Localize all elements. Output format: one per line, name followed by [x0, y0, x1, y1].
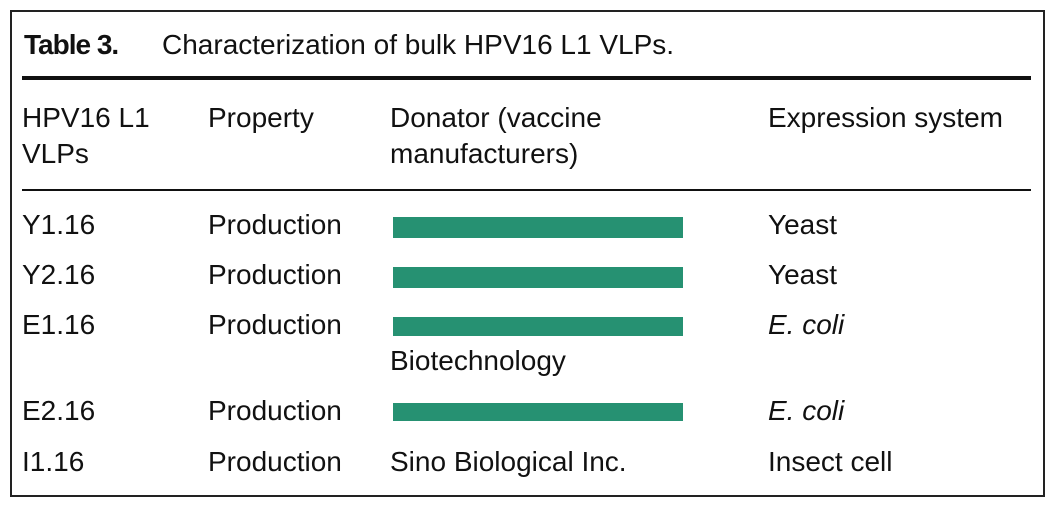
column-header: HPV16 L1 VLPs	[22, 102, 150, 169]
cell: Production	[208, 309, 342, 340]
table-frame	[10, 10, 1045, 497]
cell: E. coli	[768, 309, 845, 340]
cell: E1.16	[22, 309, 96, 340]
table-title: Characterization of bulk HPV16 L1 VLPs.	[162, 29, 675, 60]
header-rule	[22, 189, 1031, 191]
cell: E2.16	[22, 395, 96, 426]
cell: Insect cell	[768, 446, 893, 477]
redaction	[393, 217, 683, 238]
column-header: Property	[208, 102, 314, 133]
thick-rule	[22, 76, 1031, 80]
cell: Yeast	[768, 209, 838, 240]
column-header: Expression system	[768, 102, 1003, 133]
cell: Production	[208, 395, 342, 426]
redaction	[393, 267, 683, 288]
cell: Biotechnology	[390, 345, 566, 376]
cell: Production	[208, 446, 342, 477]
cell: Yeast	[768, 259, 838, 290]
cell: E. coli	[768, 395, 845, 426]
cell: I1.16	[22, 446, 85, 477]
cell: Production	[208, 259, 342, 290]
cell: Y2.16	[22, 259, 96, 290]
table-label: Table 3.	[24, 29, 119, 60]
redaction	[393, 403, 683, 421]
column-header: Donator (vaccine manufacturers)	[390, 102, 602, 169]
redaction	[393, 317, 683, 336]
cell: Production	[208, 209, 342, 240]
cell: Sino Biological Inc.	[390, 446, 627, 477]
cell: Y1.16	[22, 209, 96, 240]
